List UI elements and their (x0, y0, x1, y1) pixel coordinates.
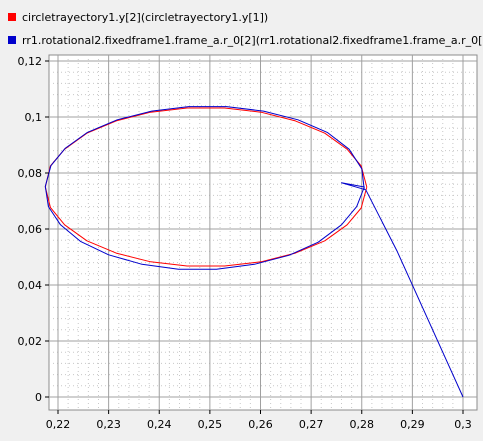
minor-grid (49, 55, 477, 410)
x-tick-label: 0,24 (147, 418, 172, 431)
legend-item-series-1[interactable]: circletrayectory1.y[2](circletrayectory1… (8, 9, 268, 25)
y-tick-labels: 0 0,02 0,04 0,06 0,08 0,1 0,12 (18, 55, 43, 404)
y-tick-label: 0,04 (18, 279, 43, 292)
x-tick-label: 0,22 (46, 418, 71, 431)
x-tick-label: 0,26 (248, 418, 273, 431)
major-grid (49, 55, 477, 410)
series-line-2[interactable] (44, 106, 464, 398)
x-tick-label: 0,25 (198, 418, 223, 431)
legend-label: circletrayectory1.y[2](circletrayectory1… (22, 10, 269, 24)
legend-item-series-2[interactable]: rr1.rotational2.fixedframe1.frame_a.r_0[… (8, 32, 483, 48)
x-tick-label: 0,28 (350, 418, 375, 431)
y-tick-label: 0,12 (18, 55, 43, 68)
legend: circletrayectory1.y[2](circletrayectory1… (0, 0, 483, 56)
y-tick-label: 0,02 (18, 335, 43, 348)
x-tick-label: 0,29 (400, 418, 425, 431)
y-tick-label: 0,1 (25, 111, 43, 124)
y-tick-label: 0 (35, 391, 42, 404)
x-tick-label: 0,3 (454, 418, 472, 431)
legend-label: rr1.rotational2.fixedframe1.frame_a.r_0[… (22, 33, 483, 47)
x-tick-label: 0,23 (96, 418, 121, 431)
y-tick-label: 0,06 (18, 223, 43, 236)
legend-swatch-blue (8, 36, 16, 44)
axis-ticks (45, 60, 464, 414)
legend-swatch-red (8, 13, 16, 21)
series-layer (44, 106, 464, 398)
y-tick-label: 0,08 (18, 167, 43, 180)
x-tick-labels: 0,22 0,23 0,24 0,25 0,26 0,27 0,28 0,29 0,3 (46, 418, 472, 431)
x-tick-label: 0,27 (299, 418, 324, 431)
plot-area[interactable] (48, 54, 478, 411)
